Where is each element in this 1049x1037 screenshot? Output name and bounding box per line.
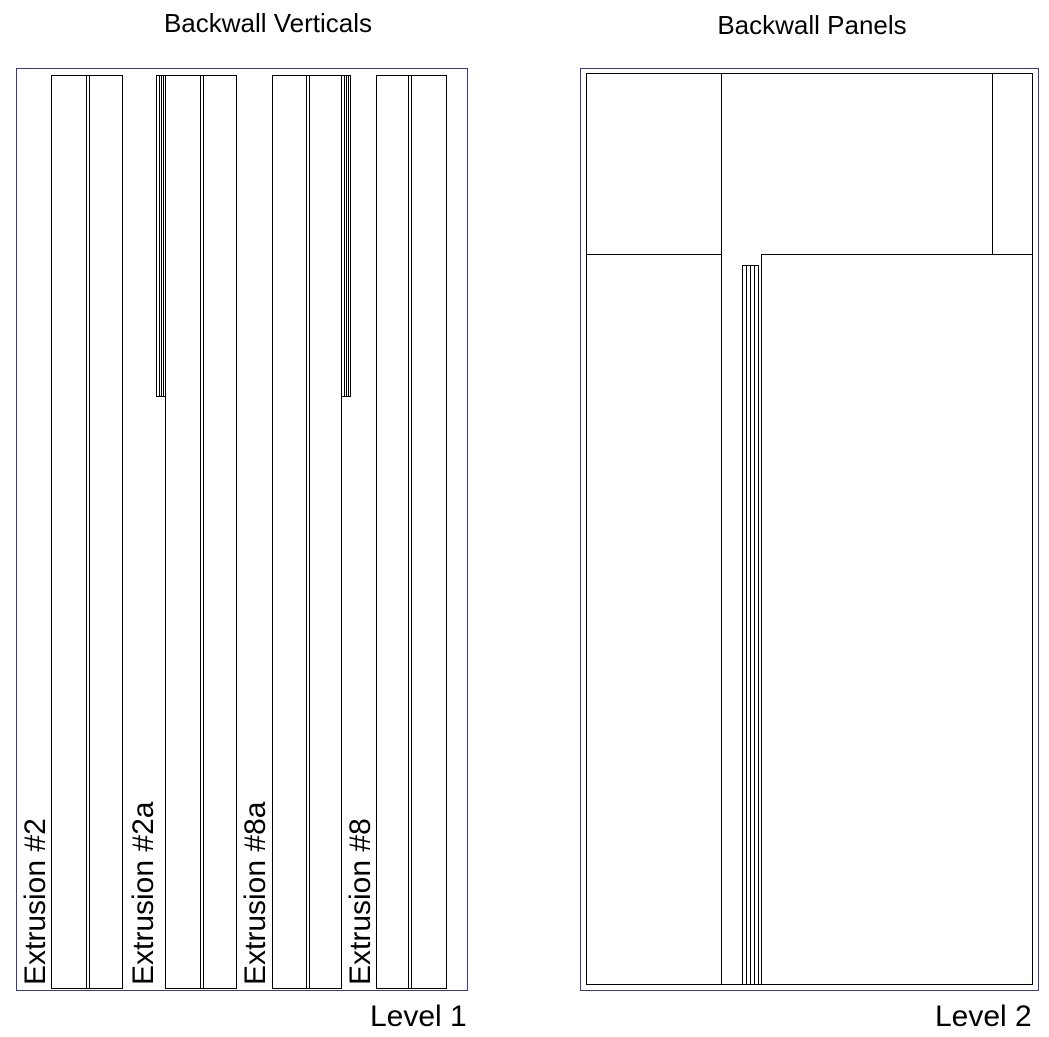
- extrusion-8-group: [376, 75, 447, 989]
- extrusion-2-group: [51, 75, 123, 989]
- level-1-label: Level 1: [370, 1000, 467, 1033]
- center-extrusion-stack: [742, 265, 759, 985]
- lower-right-panel: [761, 254, 1033, 985]
- panels-inner-frame: [586, 73, 1033, 985]
- backwall-verticals-view: Extrusion #2 Extrusion #2a Extrusion #8a…: [16, 68, 468, 991]
- level-2-label: Level 2: [935, 1000, 1032, 1033]
- extrusion-8a-group: [272, 75, 351, 989]
- backwall-panels-title: Backwall Panels: [717, 10, 907, 40]
- extrusion-2a-label: Extrusion #2a: [127, 801, 160, 985]
- extrusion-8a-label: Extrusion #8a: [239, 801, 272, 985]
- backwall-panels-view: [580, 68, 1039, 991]
- extrusion-2-label: Extrusion #2: [19, 818, 52, 985]
- verticals-frame: [16, 68, 468, 991]
- panels-outer-frame: [580, 68, 1039, 991]
- extrusion-8-label: Extrusion #8: [344, 818, 377, 985]
- backwall-verticals-title: Backwall Verticals: [163, 8, 373, 38]
- extrusion-2a-group: [156, 75, 237, 989]
